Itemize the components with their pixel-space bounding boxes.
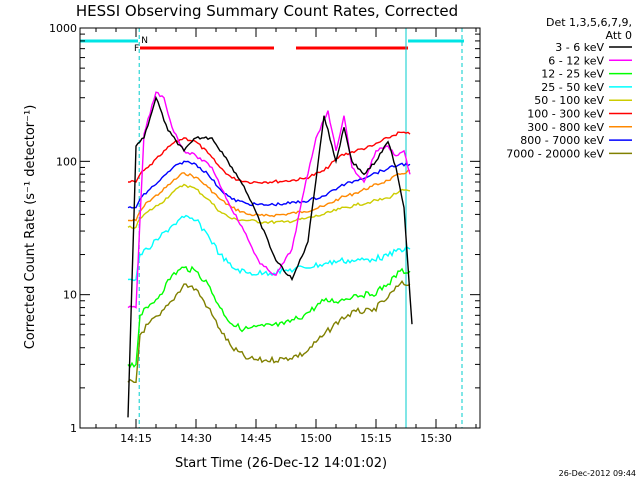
x-tick-label: 15:30: [420, 432, 452, 445]
chart-title: HESSI Observing Summary Count Rates, Cor…: [76, 2, 458, 20]
series-line-7: [127, 160, 411, 209]
series-line-6: [128, 169, 411, 222]
legend-header: Att 0: [606, 29, 632, 42]
x-tick-label: 14:30: [180, 432, 212, 445]
x-tick-label: 14:15: [120, 432, 152, 445]
series-line-0: [127, 95, 413, 418]
x-tick-label: 15:00: [300, 432, 332, 445]
series-line-1: [127, 91, 411, 309]
night-label: N: [141, 36, 148, 46]
x-axis-label: Start Time (26-Dec-12 14:01:02): [175, 456, 387, 471]
legend-label: 7000 - 20000 keV: [506, 147, 604, 160]
y-tick-label: 1: [70, 422, 77, 435]
legend-label: 800 - 7000 keV: [520, 134, 604, 147]
series-line-5: [128, 131, 411, 185]
legend-label: 6 - 12 keV: [548, 54, 604, 67]
y-tick-label: 100: [56, 155, 77, 168]
legend-label: 25 - 50 keV: [541, 81, 604, 94]
legend-header: Det 1,3,5,6,7,9,: [546, 16, 632, 29]
timestamp: 26-Dec-2012 09:44: [559, 469, 636, 478]
series-line-4: [127, 183, 411, 230]
plot-frame: [79, 27, 481, 429]
legend-label: 12 - 25 keV: [541, 68, 604, 81]
flare-label: F: [134, 44, 139, 54]
y-tick-label: 10: [63, 289, 77, 302]
x-tick-label: 15:15: [360, 432, 392, 445]
y-axis-label: Corrected Count Rate (s⁻¹ detector⁻¹): [23, 105, 38, 350]
plot-area: NF: [80, 28, 464, 428]
series-line-3: [127, 214, 411, 282]
legend-label: 3 - 6 keV: [555, 41, 604, 54]
legend-label: 100 - 300 keV: [527, 108, 604, 121]
axes: 1 10 100 1000 14:15 14:30 14:45 15:00 15:15 15:30: [49, 22, 481, 445]
series-line-8: [127, 280, 411, 383]
legend-label: 300 - 800 keV: [527, 121, 604, 134]
y-tick-label: 1000: [49, 22, 77, 35]
series-line-2: [127, 265, 411, 369]
x-tick-label: 14:45: [240, 432, 272, 445]
plot-clip-group: [80, 28, 464, 428]
legend-label: 50 - 100 keV: [534, 94, 604, 107]
